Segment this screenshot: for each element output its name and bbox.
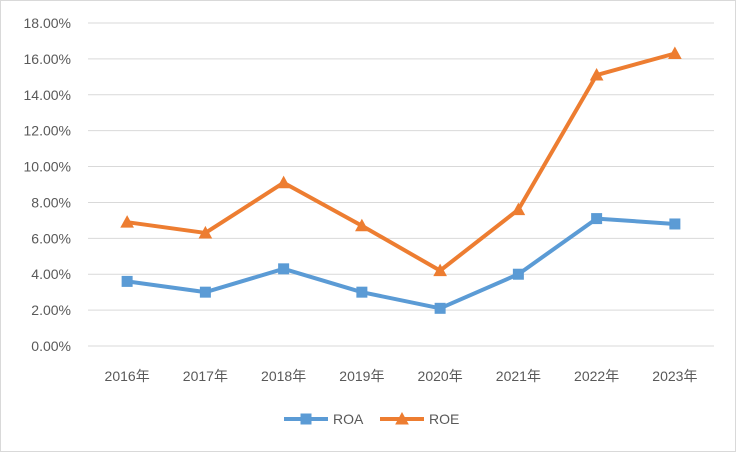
roa-point: [121, 275, 133, 287]
roa-point: [669, 218, 681, 230]
roa-point: [278, 263, 290, 275]
x-tick-label: 2020年: [418, 368, 463, 384]
roe-point: [589, 67, 604, 81]
roa-point: [356, 286, 368, 298]
y-tick-label: 18.00%: [24, 15, 71, 31]
y-axis-tick-labels: 0.00% 2.00% 4.00% 6.00% 8.00% 10.00% 12.00% 14.…: [24, 15, 71, 354]
x-tick-label: 2019年: [339, 368, 384, 384]
roe-point: [355, 218, 369, 232]
roa-point: [512, 268, 524, 280]
series-roe: [120, 46, 682, 277]
legend-label-roe: ROE: [429, 411, 459, 427]
roa-point: [591, 213, 603, 225]
x-tick-label: 2023年: [652, 368, 697, 384]
legend-item-roa: ROA: [284, 411, 364, 427]
legend-marker-roa: [300, 413, 312, 425]
roa-point: [199, 286, 211, 298]
roe-point: [433, 263, 447, 277]
legend-marker-roe: [395, 411, 409, 425]
roa-line: [125, 216, 677, 311]
gridlines: [88, 22, 714, 347]
x-tick-label: 2022年: [574, 368, 619, 384]
roe-line: [125, 51, 677, 273]
roe-point: [198, 225, 213, 239]
x-tick-label: 2021年: [496, 368, 541, 384]
roe-point: [120, 215, 134, 228]
y-tick-label: 8.00%: [31, 194, 71, 210]
y-tick-label: 14.00%: [24, 87, 71, 103]
series-group: [120, 46, 682, 314]
legend-item-roe: ROE: [380, 411, 459, 427]
y-tick-label: 2.00%: [31, 302, 71, 318]
y-tick-label: 12.00%: [24, 123, 71, 139]
x-tick-label: 2016年: [105, 368, 150, 384]
x-tick-label: 2017年: [183, 368, 228, 384]
y-tick-label: 16.00%: [24, 51, 71, 67]
legend: ROA ROE: [284, 411, 459, 427]
y-tick-label: 4.00%: [31, 266, 71, 282]
roe-point: [276, 175, 291, 189]
series-roa: [121, 213, 681, 314]
x-axis-tick-labels: 2016年 2017年 2018年 2019年 2020年 2021年 2022年 2023年: [105, 368, 698, 384]
y-tick-label: 0.00%: [31, 338, 71, 354]
y-tick-label: 10.00%: [24, 159, 71, 175]
y-tick-label: 6.00%: [31, 230, 71, 246]
roa-point: [434, 302, 446, 314]
roe-point: [511, 202, 526, 216]
legend-label-roa: ROA: [333, 411, 364, 427]
roe-point: [668, 46, 682, 60]
x-tick-label: 2018年: [261, 368, 306, 384]
